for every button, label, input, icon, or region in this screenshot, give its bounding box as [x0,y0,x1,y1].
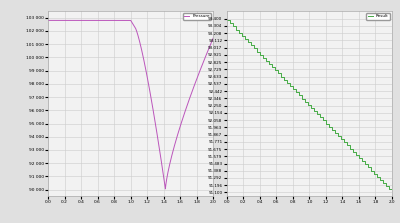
Result [266,63,271,65]
Legend: Pressure: Pressure [183,13,211,20]
Result [224,19,229,22]
Line: Pressure: Pressure [48,20,213,189]
Pressure [116,19,121,22]
Result [390,191,394,194]
Result [320,119,325,122]
Pressure [74,19,79,22]
Line: Result: Result [227,20,392,192]
Pressure [64,19,69,22]
Pressure [208,44,212,47]
Pressure [163,188,168,190]
Pressure [109,19,114,22]
Result [287,82,292,84]
Result [384,185,388,188]
Result [302,97,307,100]
Legend: Result: Result [366,13,390,20]
Pressure [190,89,195,92]
Result [263,56,268,59]
Pressure [46,19,50,22]
Pressure [211,36,216,39]
